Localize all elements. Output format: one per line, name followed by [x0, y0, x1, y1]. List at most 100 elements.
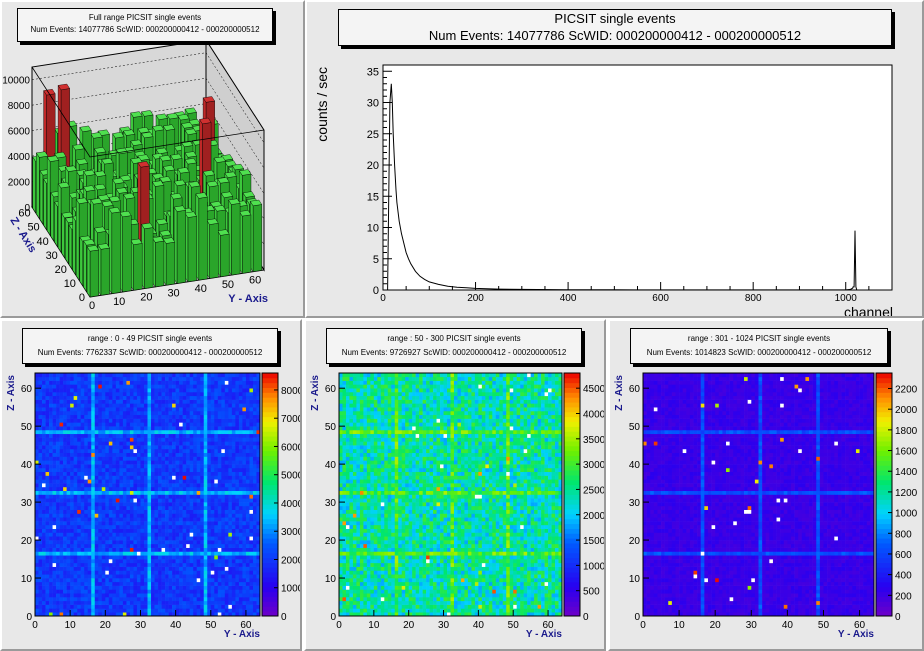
map1-cell — [200, 555, 205, 560]
map1-cell — [140, 540, 145, 545]
map1-cell — [108, 486, 113, 492]
map1-cell — [147, 433, 152, 438]
map1-cell — [45, 604, 50, 609]
map1-cell — [84, 566, 89, 571]
map1-cell — [108, 479, 113, 484]
map1-cell — [129, 407, 134, 412]
map1-cell — [217, 543, 222, 548]
map1-cell — [66, 403, 71, 408]
map1-cell — [49, 551, 53, 556]
map1-cell — [207, 467, 212, 473]
map1-cell — [38, 612, 43, 617]
map1-cell — [115, 555, 120, 560]
map1-cell — [91, 422, 96, 427]
map1-cell — [193, 441, 198, 446]
map1-cell — [179, 555, 183, 560]
map1-cell — [252, 433, 257, 438]
map1-cell — [179, 574, 183, 579]
map1-cell — [242, 551, 247, 556]
map1-cell — [70, 600, 74, 605]
map1-cell — [66, 429, 71, 435]
map1-cell — [136, 498, 141, 503]
map1-cell — [52, 551, 57, 556]
map1-cell — [115, 559, 120, 564]
map1-cell — [147, 513, 152, 518]
map1-cell — [108, 608, 113, 613]
map1-cell — [115, 399, 120, 404]
map1-cell — [59, 540, 64, 545]
map1-cell — [105, 399, 110, 404]
map1-cell — [186, 505, 190, 510]
map1-cell — [158, 612, 162, 617]
map1-cell — [59, 445, 64, 450]
map1-cell — [245, 471, 250, 476]
map1-cell — [63, 407, 67, 412]
map1-cell — [224, 494, 229, 499]
map1-cell — [49, 521, 53, 526]
map1-cell — [119, 414, 124, 419]
map1-cell — [126, 604, 131, 609]
map1-cell — [77, 547, 82, 552]
map1-cell — [73, 574, 78, 579]
map1-cell — [182, 426, 187, 431]
map1-cell — [126, 456, 131, 461]
map1-cell — [122, 502, 127, 507]
map1-cell — [189, 600, 194, 605]
map1-cell — [231, 593, 236, 598]
map1-cell — [126, 460, 131, 465]
map1-cell — [101, 498, 106, 503]
map1-cell — [189, 551, 194, 556]
map1-cell — [59, 479, 64, 484]
map1-cell — [175, 373, 180, 378]
map1-cell — [105, 528, 110, 533]
map1-cell — [101, 600, 106, 605]
map1-cell — [56, 566, 60, 571]
map1-cell — [189, 380, 194, 385]
map1-cell — [228, 445, 233, 450]
map1-cell — [158, 505, 162, 510]
map1-cell — [224, 505, 229, 510]
map1-cell — [59, 562, 64, 567]
map1-cell — [189, 494, 194, 499]
map1-x-tick-label: 10 — [65, 620, 77, 631]
map1-cell — [182, 517, 187, 522]
map1-cell — [49, 376, 53, 381]
map1-cell — [207, 373, 212, 378]
map1-cell — [115, 384, 120, 389]
map1-cell — [168, 612, 173, 617]
map1-cell — [214, 502, 219, 507]
map1-cell — [140, 429, 145, 435]
map1-cell — [73, 395, 78, 400]
map1-cell — [84, 578, 89, 583]
map1-cell — [87, 505, 92, 510]
map1-cell — [108, 585, 113, 590]
map1-cell — [238, 452, 243, 457]
map1-cell — [196, 502, 201, 507]
map1-cell — [228, 448, 233, 454]
map1-cell — [256, 414, 261, 419]
map1-cell — [245, 551, 250, 556]
map1-cell — [105, 380, 110, 385]
map1-cell — [214, 608, 219, 613]
map1-cell — [214, 498, 219, 503]
map1-cell — [80, 410, 85, 416]
map1-cell — [52, 414, 57, 419]
map1-cell — [126, 403, 131, 408]
map1-cell — [38, 566, 43, 571]
map1-cell — [182, 410, 187, 416]
lego-bar-top — [79, 125, 92, 133]
map1-cell — [108, 543, 113, 548]
map1-cell — [112, 486, 117, 492]
map1-cell — [172, 559, 176, 564]
map1-cell — [175, 448, 180, 454]
map1-cell — [249, 574, 254, 579]
map1-cell — [238, 448, 243, 454]
map1-cell — [228, 498, 233, 503]
map1-cell — [49, 532, 53, 537]
map1-cell — [231, 437, 236, 442]
map1-cell — [207, 589, 212, 594]
map1-cell — [231, 555, 236, 560]
map1-cell — [147, 479, 152, 484]
map1-cell — [66, 502, 71, 507]
map1-cell — [112, 536, 117, 541]
